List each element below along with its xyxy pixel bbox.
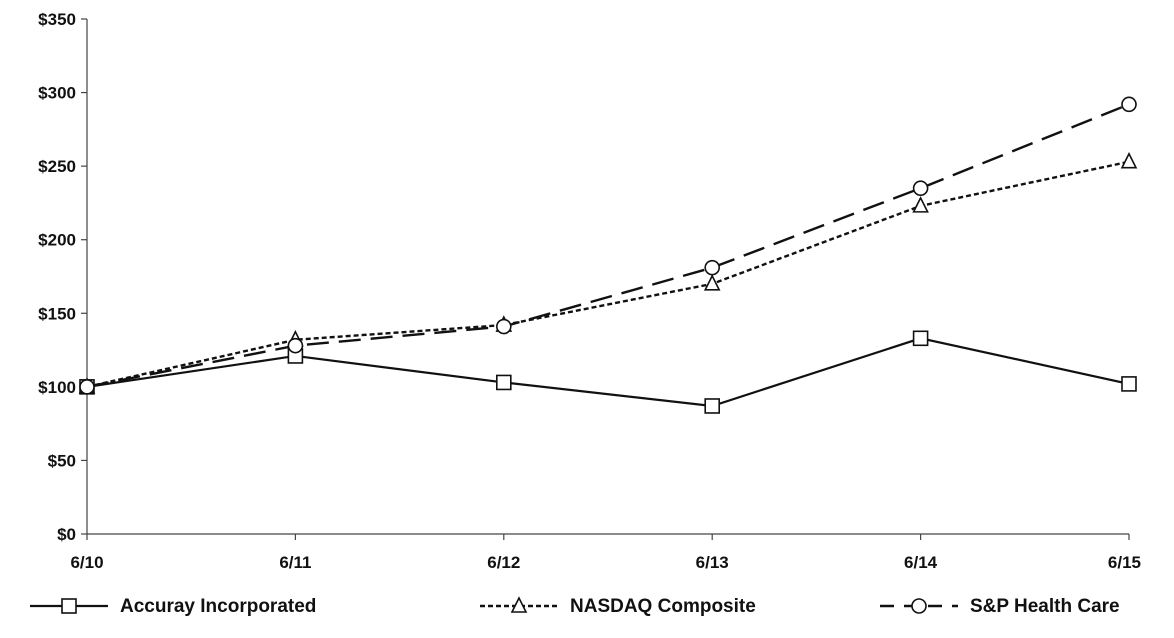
- series-lines: [78, 96, 1138, 414]
- y-tick-label: $50: [48, 451, 76, 470]
- data-point-circle: [495, 318, 512, 335]
- data-point-circle: [287, 337, 304, 354]
- x-tick-label: 6/14: [904, 553, 938, 572]
- y-tick-label: $150: [38, 304, 76, 323]
- legend-label: S&P Health Care: [970, 596, 1120, 617]
- series-line-triangle: [86, 160, 1130, 389]
- legend-marker-circle: [911, 598, 927, 614]
- x-tick-label: 6/10: [70, 553, 103, 572]
- y-tick-label: $250: [38, 157, 76, 176]
- data-point-square: [704, 398, 721, 414]
- data-point-triangle: [912, 196, 929, 213]
- x-tick-label: 6/11: [279, 553, 311, 572]
- legend: Accuray Incorporated NASDAQ Composite S&P …: [30, 596, 1120, 617]
- data-point-square: [495, 374, 512, 391]
- data-point-triangle: [703, 274, 721, 291]
- y-tick-label: $0: [57, 525, 76, 544]
- y-tick-label: $100: [38, 378, 76, 397]
- axes: $0 $50 $100 $150 $200 $250 $300 $350 6/10 6/11 6/1…: [38, 10, 1141, 572]
- series-line-circle: [86, 103, 1130, 389]
- y-tick-label: $350: [38, 10, 76, 29]
- legend-marker-triangle: [510, 596, 528, 613]
- data-point-circle: [1121, 96, 1137, 113]
- legend-label: Accuray Incorporated: [120, 596, 316, 617]
- data-point-circle: [704, 259, 721, 276]
- legend-label: NASDAQ Composite: [570, 596, 756, 617]
- y-tick-label: $300: [38, 84, 76, 103]
- data-point-circle: [912, 180, 929, 197]
- x-tick-label: 6/15: [1108, 553, 1141, 572]
- data-point-square: [912, 330, 929, 347]
- series-line-square: [86, 337, 1130, 408]
- x-tick-label: 6/12: [487, 553, 520, 572]
- x-tick-label: 6/13: [696, 553, 729, 572]
- data-point-triangle: [1120, 151, 1138, 169]
- data-point-square: [1121, 376, 1137, 392]
- y-tick-label: $200: [38, 231, 76, 250]
- data-point-circle: [79, 379, 95, 395]
- legend-marker-square: [61, 598, 77, 614]
